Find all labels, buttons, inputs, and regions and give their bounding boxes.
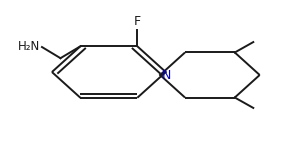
- Text: N: N: [162, 69, 171, 81]
- Text: H₂N: H₂N: [18, 40, 41, 53]
- Text: F: F: [134, 15, 141, 28]
